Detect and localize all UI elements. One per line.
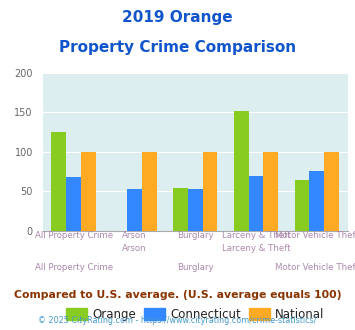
Text: Arson: Arson xyxy=(122,244,147,253)
Text: All Property Crime: All Property Crime xyxy=(35,263,113,272)
Text: 2019 Orange: 2019 Orange xyxy=(122,10,233,25)
Bar xyxy=(66,177,81,231)
Bar xyxy=(81,152,96,231)
Bar xyxy=(142,152,157,231)
Text: Larceny & Theft: Larceny & Theft xyxy=(222,244,290,253)
Legend: Orange, Connecticut, National: Orange, Connecticut, National xyxy=(61,303,329,326)
Text: Burglary: Burglary xyxy=(177,231,214,240)
Text: © 2025 CityRating.com - https://www.cityrating.com/crime-statistics/: © 2025 CityRating.com - https://www.city… xyxy=(38,316,317,325)
Bar xyxy=(295,180,309,231)
Text: Burglary: Burglary xyxy=(177,263,214,272)
Bar xyxy=(127,189,142,231)
Bar xyxy=(173,188,188,231)
Text: Motor Vehicle Theft: Motor Vehicle Theft xyxy=(275,263,355,272)
Bar xyxy=(234,112,248,231)
Bar xyxy=(263,152,278,231)
Text: Motor Vehicle Theft: Motor Vehicle Theft xyxy=(275,231,355,240)
Text: Arson: Arson xyxy=(122,231,147,240)
Bar xyxy=(188,189,203,231)
Bar xyxy=(203,152,218,231)
Bar xyxy=(51,132,66,231)
Bar xyxy=(309,171,324,231)
Bar xyxy=(324,152,339,231)
Text: Larceny & Theft: Larceny & Theft xyxy=(222,231,290,240)
Bar xyxy=(248,176,263,231)
Text: Property Crime Comparison: Property Crime Comparison xyxy=(59,40,296,54)
Text: Compared to U.S. average. (U.S. average equals 100): Compared to U.S. average. (U.S. average … xyxy=(14,290,341,300)
Text: All Property Crime: All Property Crime xyxy=(35,231,113,240)
